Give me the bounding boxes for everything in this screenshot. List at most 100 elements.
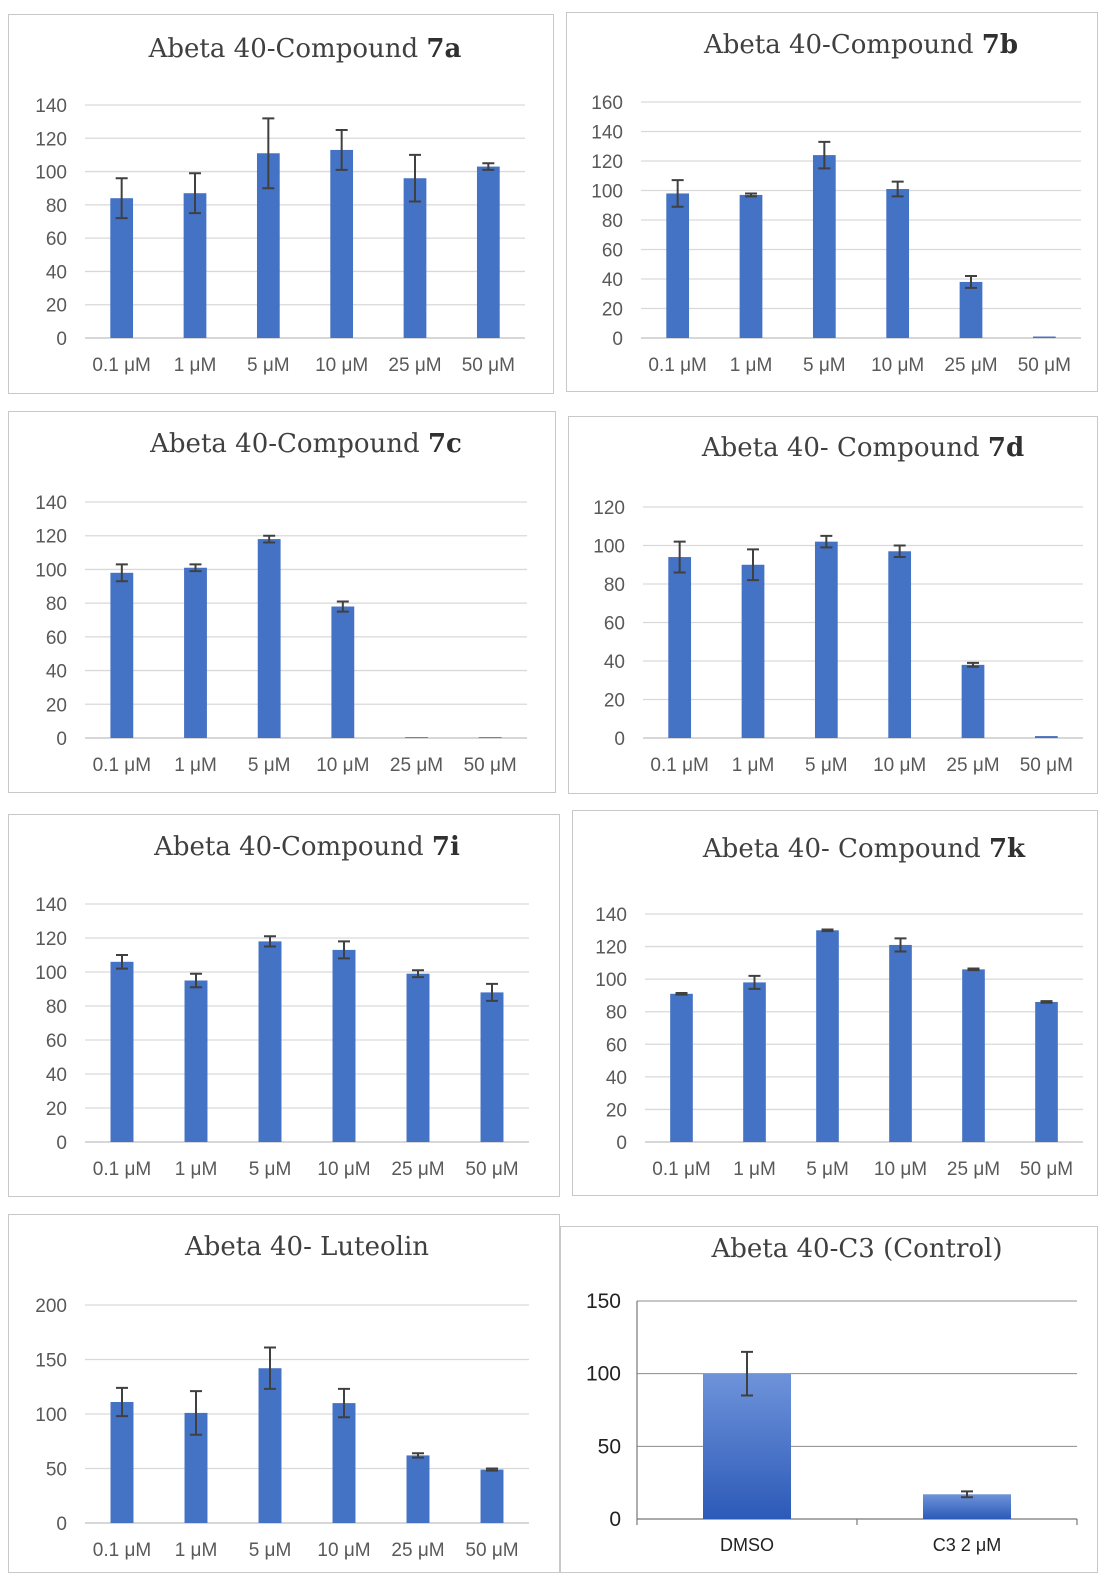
- bar: [406, 973, 430, 1142]
- y-tick-label: 20: [46, 296, 67, 317]
- bar: [703, 1373, 791, 1519]
- error-bar: [961, 1490, 973, 1499]
- x-tick-label: 25 μM: [391, 1540, 444, 1561]
- x-tick-label: 5 μM: [248, 755, 291, 776]
- y-tick-label: 100: [35, 1405, 67, 1426]
- error-bar: [116, 954, 128, 970]
- error-bar: [189, 172, 201, 215]
- x-tick-label: 10 μM: [317, 1540, 370, 1561]
- y-tick-label: 60: [46, 229, 67, 250]
- y-tick-label: 80: [602, 211, 623, 232]
- error-bar: [263, 534, 276, 544]
- x-tick-label: 25 μM: [388, 355, 441, 376]
- y-tick-label: 40: [46, 262, 67, 283]
- y-tick-label: 0: [56, 1133, 67, 1154]
- bar: [110, 198, 134, 338]
- y-tick-label: 160: [591, 93, 623, 114]
- x-tick-label: C3 2 μM: [933, 1535, 1001, 1555]
- x-tick-label: 50 μM: [1018, 355, 1071, 376]
- x-tick-label: 0.1 μM: [93, 1159, 151, 1180]
- y-tick-label: 0: [609, 1508, 621, 1531]
- bar: [332, 949, 356, 1142]
- y-tick-label: 20: [46, 695, 67, 716]
- x-tick-label: 10 μM: [315, 355, 368, 376]
- y-tick-label: 140: [591, 123, 623, 144]
- y-tick-label: 100: [593, 537, 625, 558]
- error-bar: [115, 177, 128, 220]
- y-tick-label: 20: [602, 300, 623, 321]
- error-bar: [412, 1452, 424, 1459]
- x-tick-label: 0.1 μM: [92, 355, 150, 376]
- chart-panel: Abeta 40-Compound 7c 0 20 40 60 80 100 120 140 0.…: [8, 411, 556, 793]
- y-tick-label: 120: [595, 938, 627, 959]
- bar: [257, 539, 281, 738]
- x-tick-label: 5 μM: [806, 1159, 849, 1180]
- x-tick-label: 5 μM: [247, 355, 290, 376]
- error-bar: [409, 153, 421, 203]
- x-tick-label: DMSO: [720, 1535, 774, 1555]
- bar: [812, 155, 836, 338]
- bar: [110, 1402, 134, 1523]
- chart-title: Abeta 40-Compound 7b: [703, 30, 1018, 60]
- bar-chart: Abeta 40-Compound 7a 0 20 40 60 80 100 120 140 0.…: [35, 34, 525, 376]
- x-tick-label: 50 μM: [464, 755, 517, 776]
- y-tick-label: 60: [46, 1031, 67, 1052]
- y-tick-label: 140: [35, 895, 67, 916]
- chart-panel: Abeta 40-Compound 7b 0 20 40 60 80 100 120 140 16…: [566, 12, 1098, 392]
- bar: [962, 969, 985, 1142]
- chart-panel: Abeta 40- Compound 7k 0 20 40 60 80 100 120 140 0…: [572, 810, 1098, 1196]
- chart-title: Abeta 40- Compound 7d: [701, 433, 1024, 463]
- y-tick-label: 100: [586, 1363, 621, 1386]
- x-tick-label: 1 μM: [730, 355, 773, 376]
- error-bar: [967, 967, 980, 972]
- bar: [183, 193, 207, 338]
- error-bar: [262, 117, 275, 190]
- x-tick-label: 1 μM: [174, 755, 217, 776]
- chart-title: Abeta 40-C3 (Control): [710, 1234, 1002, 1264]
- bar-chart: Abeta 40-Compound 7c 0 20 40 60 80 100 120 140 0.…: [35, 429, 527, 776]
- y-tick-label: 120: [593, 498, 625, 519]
- y-tick-label: 80: [604, 575, 625, 596]
- y-tick-label: 40: [606, 1068, 627, 1089]
- bar-chart: Abeta 40- Compound 7d 0 20 40 60 80 100 120 0.1 …: [593, 433, 1083, 776]
- x-tick-label: 10 μM: [317, 1159, 370, 1180]
- x-tick-label: 25 μM: [944, 355, 997, 376]
- bar: [959, 281, 983, 338]
- x-tick-label: 1 μM: [732, 755, 775, 776]
- y-tick-label: 50: [46, 1460, 67, 1481]
- bar-chart: Abeta 40- Compound 7k 0 20 40 60 80 100 120 140 0…: [595, 834, 1083, 1180]
- bar: [480, 1469, 504, 1523]
- bar: [476, 166, 500, 338]
- y-tick-label: 140: [35, 96, 67, 117]
- error-bar: [189, 563, 202, 573]
- y-tick-label: 20: [606, 1100, 627, 1121]
- bar: [666, 193, 690, 338]
- y-tick-label: 100: [35, 560, 67, 581]
- bar: [478, 737, 502, 738]
- bar: [670, 993, 693, 1142]
- bar: [1034, 736, 1058, 738]
- x-tick-label: 50 μM: [462, 355, 515, 376]
- bar: [403, 178, 427, 338]
- chart-panel: Abeta 40- Compound 7d 0 20 40 60 80 100 120 0.1 …: [568, 416, 1098, 794]
- bar: [184, 567, 207, 738]
- error-bar: [482, 162, 495, 171]
- x-tick-label: 25 μM: [390, 755, 443, 776]
- y-tick-label: 0: [56, 729, 67, 750]
- bar: [258, 941, 282, 1142]
- y-tick-label: 140: [35, 493, 67, 514]
- y-tick-label: 200: [35, 1296, 67, 1317]
- chart-panel: Abeta 40-C3 (Control) 0 50 100 150 DMSO C3 2 μ…: [560, 1226, 1098, 1573]
- y-tick-label: 120: [35, 929, 67, 950]
- error-bar: [820, 534, 833, 549]
- y-tick-label: 100: [595, 970, 627, 991]
- x-tick-label: 0.1 μM: [93, 1540, 151, 1561]
- y-tick-label: 150: [35, 1351, 67, 1372]
- bar: [889, 944, 912, 1142]
- bar: [110, 961, 134, 1142]
- bar: [741, 564, 765, 738]
- y-tick-label: 0: [616, 1133, 627, 1154]
- y-tick-label: 100: [591, 182, 623, 203]
- error-bar: [264, 935, 276, 948]
- x-tick-label: 50 μM: [1020, 755, 1073, 776]
